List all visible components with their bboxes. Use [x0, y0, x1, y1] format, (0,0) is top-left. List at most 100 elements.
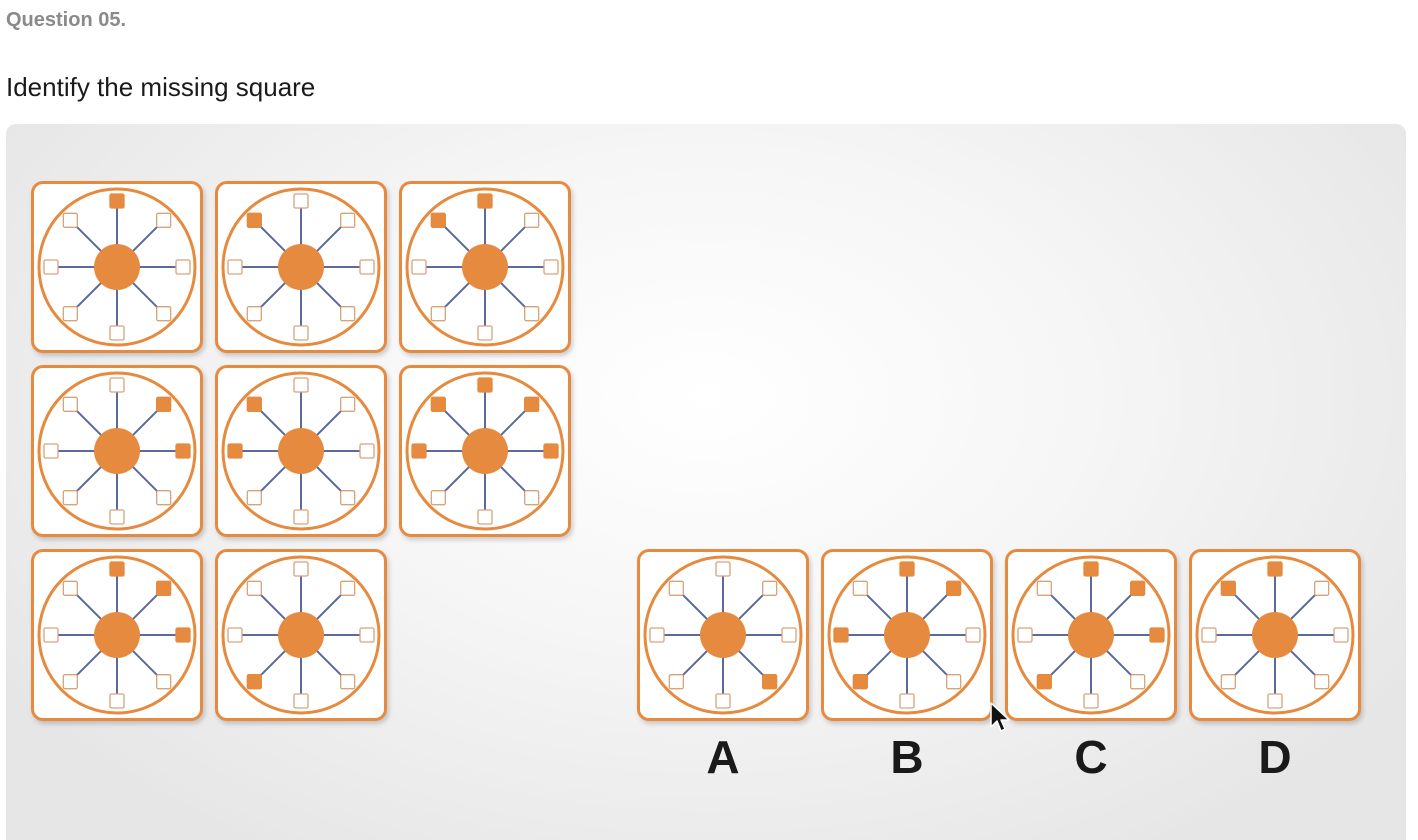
node-e-empty [359, 627, 375, 643]
hub-circle [94, 612, 140, 658]
node-w-empty [227, 627, 243, 643]
hub-circle [94, 428, 140, 474]
node-sw-filled [1036, 674, 1052, 690]
node-e-filled [543, 443, 559, 459]
option-tile-c[interactable] [1005, 549, 1177, 721]
node-nw-filled [246, 212, 262, 228]
matrix-tile-r2-c2 [215, 365, 387, 537]
node-nw-filled [246, 396, 262, 412]
puzzle-panel: A B C D [6, 124, 1406, 840]
wheel-icon [221, 371, 381, 531]
node-e-empty [781, 627, 797, 643]
node-nw-empty [852, 580, 868, 596]
node-e-filled [175, 627, 191, 643]
node-w-empty [43, 259, 59, 275]
wheel-icon [221, 555, 381, 715]
node-nw-empty [246, 580, 262, 596]
node-se-empty [524, 490, 540, 506]
node-se-empty [156, 674, 172, 690]
wheel-icon [643, 555, 803, 715]
node-se-empty [340, 674, 356, 690]
node-e-empty [175, 259, 191, 275]
node-se-empty [340, 490, 356, 506]
wheel-icon [405, 187, 565, 347]
node-e-filled [175, 443, 191, 459]
option-tile-b[interactable] [821, 549, 993, 721]
node-n-empty [715, 561, 731, 577]
node-sw-empty [246, 490, 262, 506]
hub-circle [278, 428, 324, 474]
node-nw-empty [62, 396, 78, 412]
node-ne-empty [340, 396, 356, 412]
node-sw-empty [62, 674, 78, 690]
option-label-c[interactable]: C [1074, 731, 1108, 783]
node-w-empty [411, 259, 427, 275]
mouse-cursor-icon [990, 702, 1010, 732]
node-sw-empty [246, 306, 262, 322]
wheel-icon [405, 371, 565, 531]
node-nw-empty [62, 580, 78, 596]
matrix-tile-r2-c1 [31, 365, 203, 537]
option-tile-d[interactable] [1189, 549, 1361, 721]
hub-circle [1068, 612, 1114, 658]
node-s-empty [477, 509, 493, 525]
node-se-empty [524, 306, 540, 322]
node-w-empty [649, 627, 665, 643]
node-n-filled [477, 193, 493, 209]
node-ne-empty [762, 580, 778, 596]
node-n-filled [477, 377, 493, 393]
node-n-filled [109, 561, 125, 577]
node-n-empty [293, 377, 309, 393]
node-s-empty [293, 693, 309, 709]
node-w-filled [411, 443, 427, 459]
node-s-empty [715, 693, 731, 709]
hub-circle [94, 244, 140, 290]
node-ne-empty [524, 212, 540, 228]
wheel-icon [1195, 555, 1355, 715]
matrix-tile-r1-c2 [215, 181, 387, 353]
node-sw-empty [62, 490, 78, 506]
node-se-empty [1314, 674, 1330, 690]
wheel-icon [37, 555, 197, 715]
node-sw-empty [430, 306, 446, 322]
node-ne-empty [340, 580, 356, 596]
matrix-tile-r2-c3 [399, 365, 571, 537]
node-se-empty [156, 490, 172, 506]
node-n-empty [293, 193, 309, 209]
node-w-empty [1017, 627, 1033, 643]
node-se-empty [1130, 674, 1146, 690]
node-nw-empty [1036, 580, 1052, 596]
node-e-filled [1149, 627, 1165, 643]
node-w-empty [43, 443, 59, 459]
question-prompt: Identify the missing square [6, 72, 316, 102]
option-tile-a[interactable] [637, 549, 809, 721]
node-ne-filled [946, 580, 962, 596]
wheel-icon [827, 555, 987, 715]
node-ne-empty [340, 212, 356, 228]
node-w-empty [1201, 627, 1217, 643]
hub-circle [884, 612, 930, 658]
node-ne-filled [524, 396, 540, 412]
node-w-filled [833, 627, 849, 643]
question-number: Question 05. [6, 9, 127, 31]
node-s-empty [293, 509, 309, 525]
node-sw-empty [430, 490, 446, 506]
node-n-filled [899, 561, 915, 577]
wheel-icon [1011, 555, 1171, 715]
node-n-empty [293, 561, 309, 577]
node-sw-filled [246, 674, 262, 690]
node-w-filled [227, 443, 243, 459]
matrix-tile-r1-c1 [31, 181, 203, 353]
node-nw-filled [430, 212, 446, 228]
node-se-filled [762, 674, 778, 690]
matrix-tile-r3-c1 [31, 549, 203, 721]
node-s-empty [109, 325, 125, 341]
option-label-a[interactable]: A [706, 731, 740, 783]
node-s-empty [1267, 693, 1283, 709]
node-n-filled [1267, 561, 1283, 577]
option-label-b[interactable]: B [890, 731, 924, 783]
node-e-empty [965, 627, 981, 643]
node-e-empty [543, 259, 559, 275]
hub-circle [462, 244, 508, 290]
option-label-d[interactable]: D [1258, 731, 1292, 783]
